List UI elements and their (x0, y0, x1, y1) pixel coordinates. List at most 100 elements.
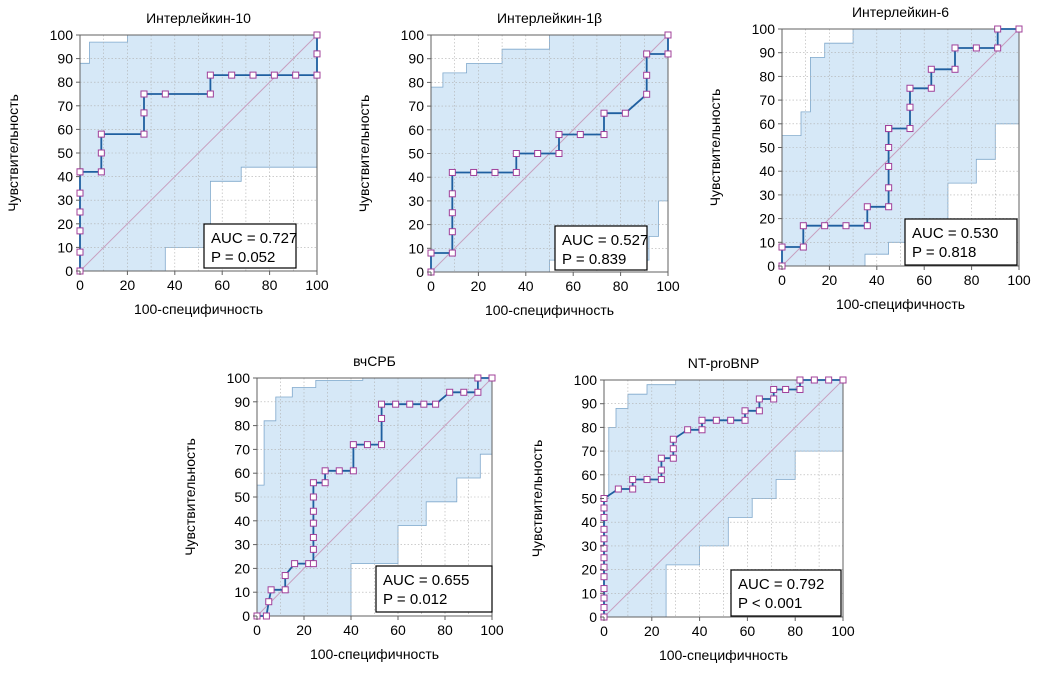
y-tick-label: 20 (234, 560, 250, 576)
roc-point (600, 594, 608, 602)
roc-chart-4: 0 10 20 30 40 50 60 70 80 90 100 0 20 40 60 80 100 вчСРБ 1… (182, 353, 504, 662)
roc-point (994, 44, 1002, 52)
roc-point (755, 395, 763, 403)
p-value: P = 0.012 (383, 591, 447, 608)
y-tick-label: 30 (759, 187, 775, 203)
roc-point (448, 209, 456, 217)
y-tick-label: 90 (408, 51, 424, 67)
roc-point (951, 65, 959, 73)
roc-point (427, 249, 435, 257)
roc-point (614, 485, 622, 493)
roc-point (378, 441, 386, 449)
y-tick-label: 30 (408, 193, 424, 209)
y-tick-label: 50 (57, 145, 73, 161)
x-tick-label: 100 (831, 623, 855, 639)
y-tick-label: 80 (759, 68, 775, 84)
roc-point (555, 131, 563, 139)
roc-point (448, 249, 456, 257)
roc-point (643, 90, 651, 98)
roc-point (321, 479, 329, 487)
roc-point (309, 519, 317, 527)
x-axis-label: 100-специфичность (659, 647, 788, 663)
x-tick-label: 100 (1007, 272, 1031, 288)
chart-title: Интерлейкин-6 (852, 4, 949, 20)
roc-point (799, 222, 807, 230)
roc-point (664, 31, 672, 39)
y-tick-label: 40 (581, 514, 597, 530)
x-tick-label: 20 (296, 622, 312, 638)
x-axis-label: 100-специфичность (836, 296, 965, 312)
roc-point (600, 563, 608, 571)
y-tick-label: 40 (234, 513, 250, 529)
roc-point (335, 467, 343, 475)
roc-point (643, 71, 651, 79)
chart-title: Интерлейкин-10 (146, 10, 251, 26)
roc-point (885, 144, 893, 151)
x-tick-label: 60 (740, 623, 756, 639)
roc-point (448, 228, 456, 236)
p-value: P = 0.052 (211, 249, 275, 266)
roc-point (313, 31, 321, 39)
roc-point (669, 435, 677, 443)
y-axis-label: Чувствительность (707, 89, 723, 207)
reference-diagonal (603, 379, 844, 618)
roc-point (262, 612, 270, 620)
roc-point (534, 150, 542, 157)
roc-point (448, 168, 456, 176)
roc-point (512, 168, 520, 176)
y-tick-label: 0 (242, 608, 250, 624)
roc-point (309, 533, 317, 541)
roc-point (600, 504, 608, 512)
roc-point (140, 109, 148, 117)
roc-point (474, 388, 482, 396)
chart-title: вчСРБ (353, 353, 396, 369)
roc-point (810, 376, 818, 384)
stats-box (730, 569, 842, 617)
y-tick-label: 80 (57, 74, 73, 90)
roc-point (265, 598, 273, 606)
y-tick-label: 50 (581, 491, 597, 507)
x-tick-label: 60 (214, 277, 230, 293)
roc-point (839, 376, 847, 384)
y-axis-label: Чувствительность (529, 440, 545, 558)
roc-point (600, 604, 608, 612)
y-axis-label: Чувствительность (182, 438, 198, 556)
x-tick-label: 20 (471, 278, 487, 294)
roc-point (796, 376, 804, 384)
roc-point (448, 190, 456, 198)
roc-point (972, 44, 980, 52)
y-tick-label: 40 (759, 163, 775, 179)
p-value: P = 0.839 (562, 251, 626, 268)
roc-point (657, 454, 665, 462)
y-tick-label: 60 (759, 116, 775, 132)
p-value: P = 0.818 (912, 244, 976, 261)
roc-point (206, 90, 214, 98)
roc-point (712, 416, 720, 424)
roc-point (488, 374, 496, 382)
roc-point (741, 416, 749, 424)
x-tick-label: 40 (869, 272, 885, 288)
roc-point (600, 131, 608, 139)
x-tick-label: 60 (390, 622, 406, 638)
roc-point (906, 103, 914, 111)
y-tick-label: 90 (759, 45, 775, 61)
x-tick-label: 60 (565, 278, 581, 294)
x-tick-label: 80 (787, 623, 803, 639)
roc-point (309, 479, 317, 487)
roc-point (474, 374, 482, 382)
x-tick-label: 40 (518, 278, 534, 294)
y-tick-label: 70 (759, 92, 775, 108)
y-tick-label: 30 (234, 537, 250, 553)
x-tick-label: 0 (76, 277, 84, 293)
roc-point (76, 248, 84, 256)
y-tick-label: 0 (416, 264, 424, 280)
roc-point (161, 90, 169, 98)
roc-point (741, 407, 749, 415)
y-tick-label: 50 (234, 489, 250, 505)
stats-box (554, 225, 648, 271)
roc-point (600, 513, 608, 521)
roc-point (363, 441, 371, 449)
y-tick-label: 50 (759, 140, 775, 156)
y-tick-label: 40 (408, 169, 424, 185)
roc-point (600, 573, 608, 581)
